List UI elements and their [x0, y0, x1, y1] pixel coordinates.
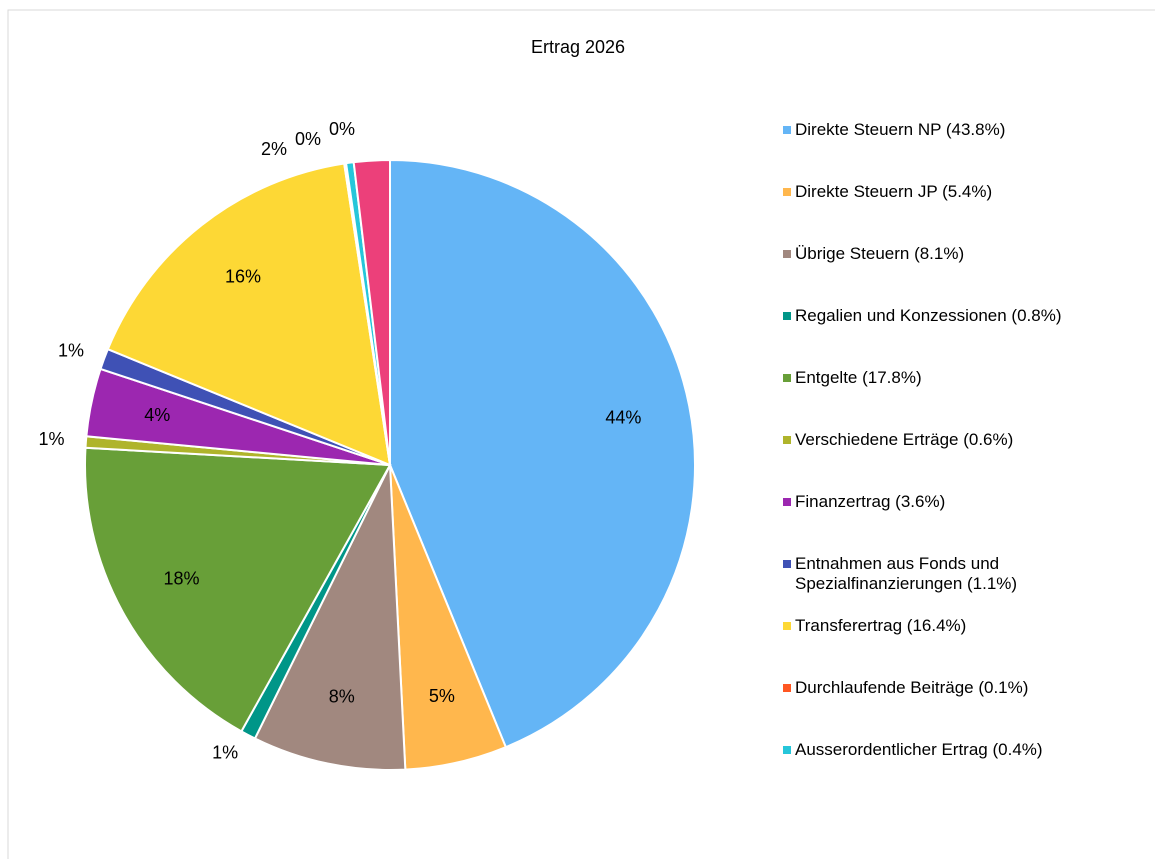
- legend-label: Ausserordentlicher Ertrag (0.4%): [795, 740, 1043, 759]
- legend-label: Transferertrag (16.4%): [795, 616, 967, 635]
- legend-label: Entgelte (17.8%): [795, 368, 922, 387]
- legend-swatch: [783, 498, 791, 506]
- legend: Direkte Steuern NP (43.8%) Direkte Steuer…: [783, 120, 1148, 802]
- data-label: 4%: [144, 405, 170, 425]
- data-label: 2%: [261, 139, 287, 159]
- legend-label: Finanzertrag (3.6%): [795, 492, 946, 511]
- pie-slice: [106, 162, 392, 467]
- chart-title: Ertrag 2026: [531, 37, 625, 57]
- chart-frame: [7, 9, 1155, 859]
- pie-slice: [253, 461, 407, 771]
- data-label: 18%: [164, 568, 200, 588]
- data-label: 5%: [429, 686, 455, 706]
- legend-label: Regalien und Konzessionen (0.8%): [795, 306, 1062, 325]
- data-label: 0%: [295, 129, 321, 149]
- legend-swatch: [783, 622, 791, 630]
- legend-swatch: [783, 684, 791, 692]
- legend-item: Entgelte (17.8%): [783, 368, 1148, 430]
- data-label: 16%: [225, 267, 261, 287]
- data-label: 0%: [329, 119, 355, 139]
- legend-label: Durchlaufende Beiträge (0.1%): [795, 678, 1029, 697]
- legend-swatch: [783, 312, 791, 320]
- legend-item: Regalien und Konzessionen (0.8%): [783, 306, 1148, 368]
- legend-label: Verschiedene Erträge (0.6%): [795, 430, 1014, 449]
- legend-swatch: [783, 126, 791, 134]
- legend-item: Übrige Steuern (8.1%): [783, 244, 1148, 306]
- pie-slice: [84, 446, 392, 733]
- data-label: 1%: [58, 340, 84, 360]
- legend-item: Ausserordentlicher Ertrag (0.4%): [783, 740, 1148, 802]
- legend-swatch: [783, 436, 791, 444]
- legend-item: Direkte Steuern NP (43.8%): [783, 120, 1148, 182]
- legend-label: Direkte Steuern NP (43.8%): [795, 120, 1006, 139]
- legend-item: Entnahmen aus Fonds und Spezialfinanzier…: [783, 554, 1148, 616]
- data-label: 8%: [329, 687, 355, 707]
- legend-swatch: [783, 188, 791, 196]
- legend-swatch: [783, 746, 791, 754]
- legend-label: Übrige Steuern (8.1%): [795, 244, 965, 263]
- legend-swatch: [783, 374, 791, 382]
- pie-slice: [352, 158, 391, 466]
- data-label: 1%: [39, 429, 65, 449]
- legend-item: Durchlaufende Beiträge (0.1%): [783, 678, 1148, 740]
- data-label: 1%: [212, 743, 238, 763]
- legend-label: Direkte Steuern JP (5.4%): [795, 182, 993, 201]
- legend-item: Verschiedene Erträge (0.6%): [783, 430, 1148, 492]
- data-label: 44%: [605, 408, 641, 428]
- legend-swatch: [783, 250, 791, 258]
- legend-item: Finanzertrag (3.6%): [783, 492, 1148, 554]
- legend-item: Transferertrag (16.4%): [783, 616, 1148, 678]
- legend-item: Direkte Steuern JP (5.4%): [783, 182, 1148, 244]
- pie-slice: [389, 158, 696, 749]
- legend-label: Entnahmen aus Fonds und Spezialfinanzier…: [795, 554, 1018, 593]
- legend-swatch: [783, 560, 791, 568]
